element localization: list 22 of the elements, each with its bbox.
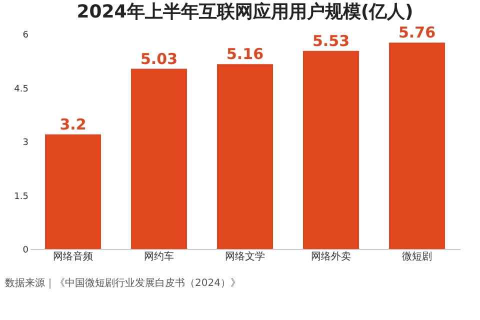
x-tick-label: 网络外卖 [311,250,351,262]
data-label: 5.03 [140,50,178,68]
chart-title: 2024年上半年互联网应用用户规模(亿人) [76,2,414,23]
x-tick-label: 微短剧 [402,252,432,262]
y-tick-label: 4.5 [14,84,28,94]
data-label: 5.76 [398,24,436,42]
y-tick-label: 6 [22,30,29,40]
x-tick-label: 网络文学 [225,250,265,262]
bar [303,50,359,249]
data-label: 5.53 [312,32,350,50]
data-label: 3.2 [60,115,86,134]
y-tick-label: 1.5 [14,192,28,202]
bar [45,134,101,249]
x-tick-label: 网约车 [144,250,174,262]
x-tick-label: 网络音频 [53,250,93,262]
bar [389,42,445,249]
source-note: 数据来源｜《中国微短剧行业发展白皮书（2024）》 [5,277,240,289]
bar [217,64,273,249]
bar [131,68,187,249]
y-tick-label: 3 [22,138,28,148]
y-tick-label: 0 [22,246,29,256]
data-label: 5.16 [226,45,264,64]
